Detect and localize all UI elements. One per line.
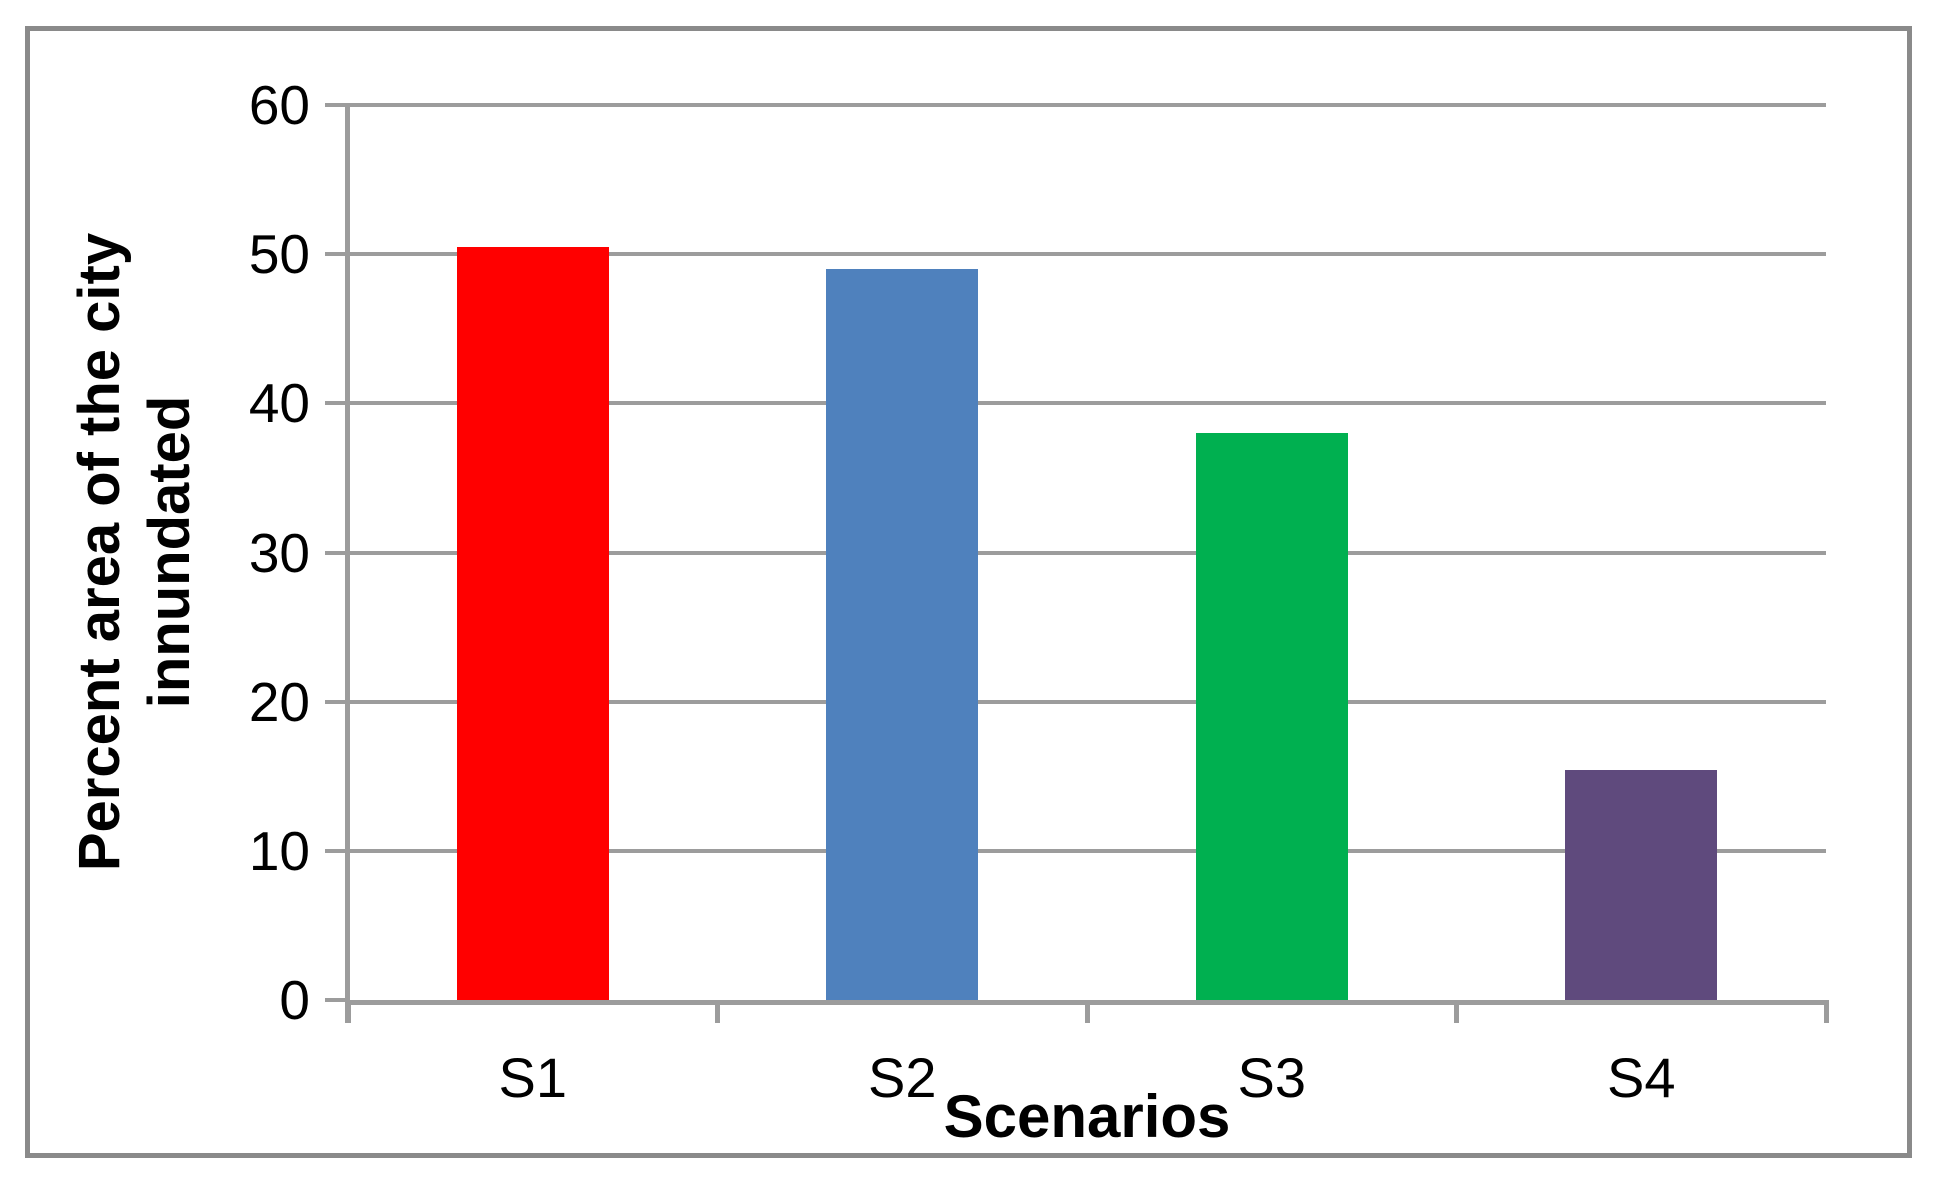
gridline-10 xyxy=(348,848,1826,853)
gridline-20 xyxy=(348,699,1826,704)
x-tick-3 xyxy=(1454,1000,1459,1023)
y-tick-20 xyxy=(325,699,348,704)
y-tick-label-40: 40 xyxy=(248,372,310,435)
x-tick-2 xyxy=(1084,1000,1090,1023)
y-tick-30 xyxy=(325,550,348,555)
x-category-label-s2: S2 xyxy=(868,1046,937,1109)
y-tick-label-20: 20 xyxy=(248,670,310,733)
bar-s1 xyxy=(456,246,609,1000)
gridline-40 xyxy=(348,401,1826,406)
y-tick-label-50: 50 xyxy=(248,223,310,286)
y-tick-label-30: 30 xyxy=(248,521,310,584)
y-tick-label-60: 60 xyxy=(248,74,310,136)
x-tick-0 xyxy=(345,1000,351,1023)
x-tick-4 xyxy=(1823,1000,1829,1023)
y-axis-title: Percent area of the city innundated xyxy=(65,104,205,1000)
bar-s3 xyxy=(1195,433,1348,1000)
x-axis-title: Scenarios xyxy=(943,1083,1231,1150)
y-axis-line xyxy=(345,105,350,1023)
y-tick-label-10: 10 xyxy=(248,819,310,882)
y-axis-title-line1: Percent area of the city xyxy=(67,232,132,872)
y-tick-label-0: 0 xyxy=(279,969,310,1031)
bar-s4 xyxy=(1565,770,1718,1000)
x-category-label-s1: S1 xyxy=(498,1046,568,1109)
y-tick-40 xyxy=(325,401,348,406)
y-tick-60 xyxy=(325,103,348,107)
y-tick-50 xyxy=(325,252,348,257)
gridline-60 xyxy=(348,103,1826,107)
x-category-label-s4: S4 xyxy=(1607,1046,1676,1109)
y-tick-10 xyxy=(325,848,348,853)
y-axis-title-line2: innundated xyxy=(137,395,202,709)
x-category-label-s3: S3 xyxy=(1237,1046,1307,1109)
gridline-30 xyxy=(348,550,1826,555)
y-tick-0 xyxy=(325,998,348,1002)
bar-s2 xyxy=(826,269,979,1000)
x-tick-1 xyxy=(715,1000,720,1023)
gridline-50 xyxy=(348,252,1826,257)
